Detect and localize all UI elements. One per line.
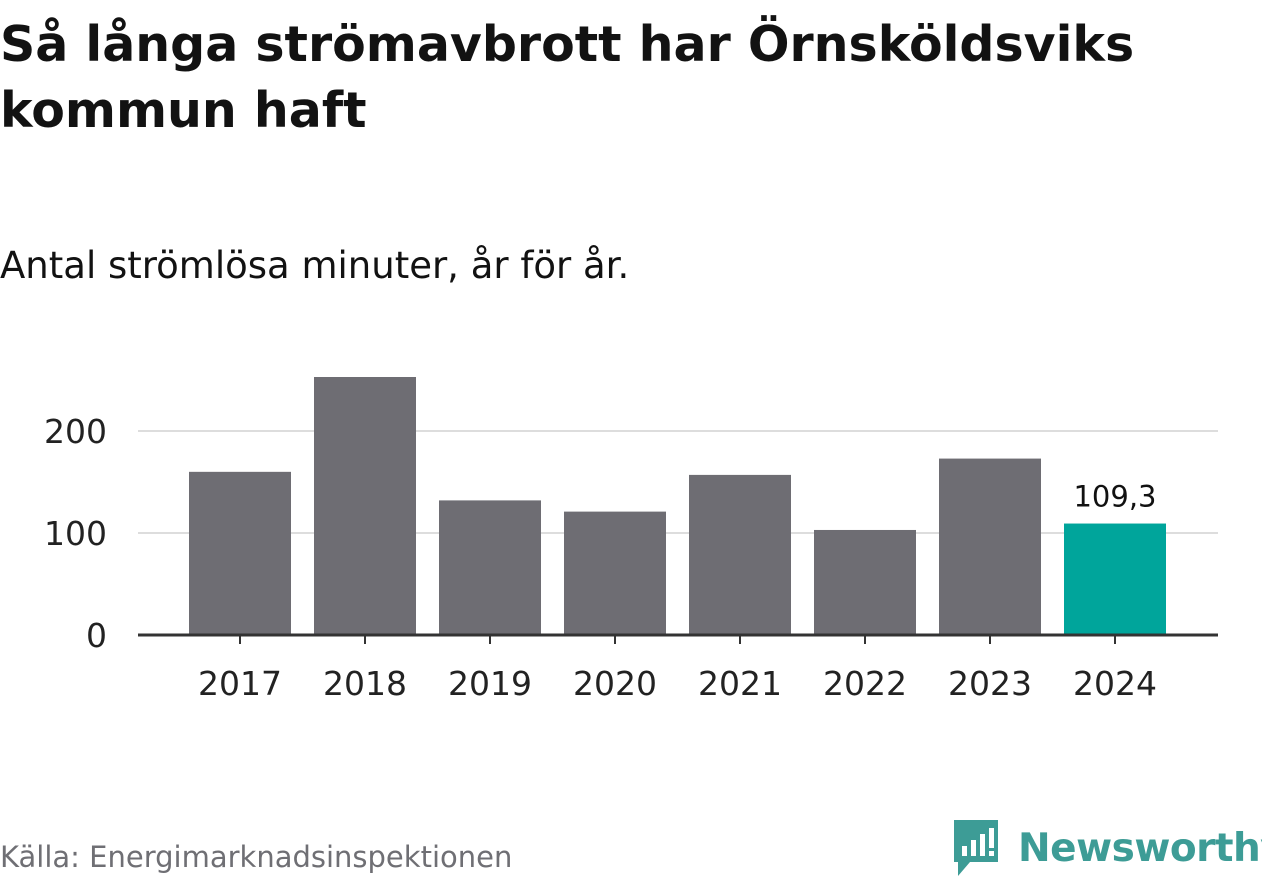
x-tick-label-2022: 2022: [823, 664, 907, 703]
bar-2019: [439, 500, 541, 635]
bar-2017: [189, 471, 291, 635]
bar-2022: [814, 529, 916, 635]
x-tick-label-2024: 2024: [1073, 664, 1157, 703]
bar-2021: [689, 474, 791, 635]
x-tick-label-2023: 2023: [948, 664, 1032, 703]
y-tick-label-100: 100: [44, 514, 107, 553]
x-tick-label-2019: 2019: [448, 664, 532, 703]
y-tick-label-0: 0: [86, 616, 107, 655]
bar-chart: 0 100 200 109,3 2017 2018 2019 2020 2021 2022 2023…: [44, 377, 1218, 703]
bar-2018: [314, 377, 416, 635]
chart-title: Så långa strömavbrott har Örnsköldsviks …: [0, 16, 1135, 139]
y-tick-label-200: 200: [44, 412, 107, 451]
brand-name: Newsworthy: [1018, 825, 1262, 871]
x-tick-label-2017: 2017: [198, 664, 282, 703]
data-label-2024: 109,3: [1073, 480, 1156, 514]
x-tick-label-2021: 2021: [698, 664, 782, 703]
bar-2023: [939, 458, 1041, 635]
bar-2020: [564, 511, 666, 635]
newsworthy-logo: Newsworthy: [950, 818, 1262, 878]
source-note: Källa: Energimarknadsinspektionen: [0, 840, 513, 874]
newsworthy-logo-icon: [954, 820, 998, 876]
bar-2024: [1064, 523, 1166, 635]
chart-subtitle: Antal strömlösa minuter, år för år.: [0, 244, 630, 287]
x-tick-label-2018: 2018: [323, 664, 407, 703]
x-tick-label-2020: 2020: [573, 664, 657, 703]
